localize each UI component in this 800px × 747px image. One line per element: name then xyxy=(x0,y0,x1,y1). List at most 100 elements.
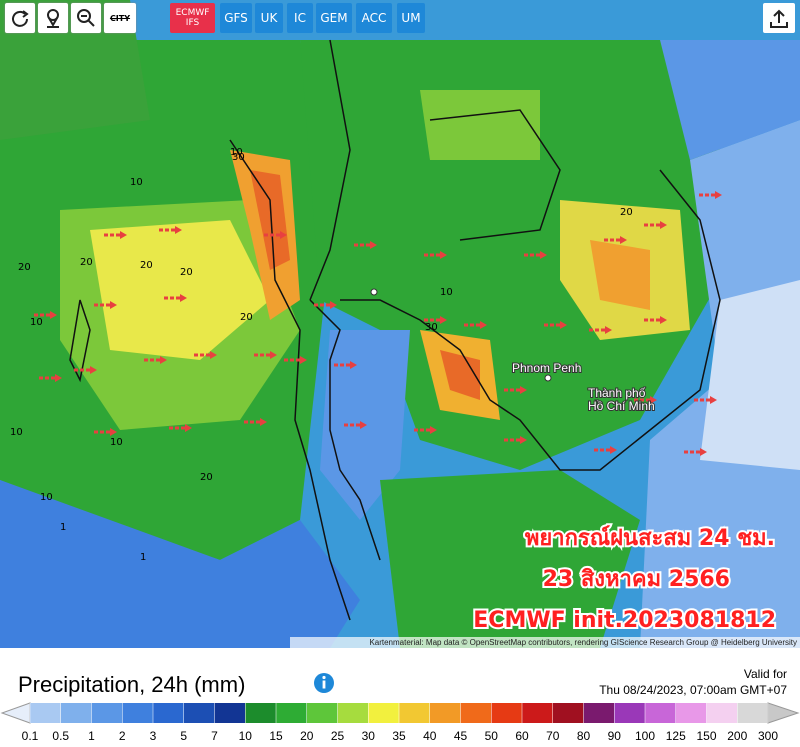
scale-label: 7 xyxy=(211,729,218,743)
wind-arrow-head xyxy=(540,251,547,259)
wind-arrow-head xyxy=(110,301,117,309)
contour-label: 20 xyxy=(200,472,213,483)
share-button[interactable] xyxy=(763,3,795,33)
attribution: Kartenmaterial: Map data © OpenStreetMap… xyxy=(369,638,797,647)
wind-arrow-head xyxy=(350,361,357,369)
model-button[interactable]: GFS xyxy=(220,3,252,33)
scale-label: 2 xyxy=(119,729,126,743)
scale-label: 15 xyxy=(269,729,283,743)
contour-label: 20 xyxy=(80,257,93,268)
location-button[interactable] xyxy=(38,3,68,33)
contour-label: 10 xyxy=(10,427,23,438)
scale-arrow-high xyxy=(767,702,800,724)
wind-arrow-head xyxy=(120,231,127,239)
scale-segment xyxy=(91,703,123,723)
legend-title: Precipitation, 24h (mm) xyxy=(18,672,245,697)
scale-segment xyxy=(429,703,461,723)
scale-segment xyxy=(583,703,615,723)
info-icon[interactable] xyxy=(314,673,334,693)
contour-label: 1 xyxy=(60,522,66,533)
scale-label: 5 xyxy=(180,729,187,743)
wind-arrow-head xyxy=(370,241,377,249)
scale-label: 1 xyxy=(88,729,95,743)
scale-label: 0.5 xyxy=(52,729,69,743)
contour-label: 10 xyxy=(440,287,453,298)
model-button[interactable]: ECMWF IFS xyxy=(170,3,215,33)
contour-label: 20 xyxy=(18,262,31,273)
wind-arrow-head xyxy=(440,251,447,259)
scale-segment xyxy=(276,703,307,723)
wind-arrow-head xyxy=(160,356,167,364)
wind-arrow-head xyxy=(430,426,437,434)
scale-label: 80 xyxy=(577,729,591,743)
overlay-text: 23 สิงหาคม 2566 xyxy=(543,567,730,592)
wind-arrow-head xyxy=(55,374,62,382)
contour-label: 30 xyxy=(232,152,245,163)
scale-label: 70 xyxy=(546,729,560,743)
contour-label: 1 xyxy=(140,552,146,563)
scale-label: 100 xyxy=(635,729,655,743)
rain-fields xyxy=(0,0,800,648)
model-button[interactable]: UK xyxy=(255,3,283,33)
scale-label: 200 xyxy=(727,729,747,743)
contour-label: 30 xyxy=(425,322,438,333)
scale-arrow-low xyxy=(0,702,31,724)
scale-label: 35 xyxy=(392,729,406,743)
scale-label: 45 xyxy=(454,729,468,743)
scale-segment xyxy=(306,703,338,723)
wind-arrow-head xyxy=(605,326,612,334)
contour-label: 20 xyxy=(140,260,153,271)
wind-arrow-head xyxy=(710,396,717,404)
model-button[interactable]: UM xyxy=(397,3,425,33)
model-button[interactable]: ACC xyxy=(356,3,392,33)
wind-arrow-head xyxy=(50,311,57,319)
wind-arrow-head xyxy=(715,191,722,199)
wind-arrow-head xyxy=(90,366,97,374)
scale-label: 25 xyxy=(331,729,345,743)
wind-arrow-head xyxy=(110,428,117,436)
scale-segment xyxy=(183,703,215,723)
scale-label: 150 xyxy=(696,729,716,743)
scale-segment xyxy=(399,703,430,723)
wind-arrow-head xyxy=(330,301,337,309)
scale-segment xyxy=(337,703,369,723)
scale-segment xyxy=(153,703,184,723)
scale-label: 10 xyxy=(239,729,253,743)
place-label: Hồ Chí Minh xyxy=(588,399,655,413)
scale-label: 90 xyxy=(608,729,622,743)
scale-segment xyxy=(645,703,676,723)
scale-segment xyxy=(552,703,584,723)
scale-segment xyxy=(614,703,645,723)
legend: Precipitation, 24h (mm) Valid for Thu 08… xyxy=(0,667,800,743)
contour-label: 10 xyxy=(30,317,43,328)
scale-segment xyxy=(675,703,707,723)
scale-segment xyxy=(460,703,492,723)
zoom-button[interactable] xyxy=(71,3,101,33)
wind-arrow-head xyxy=(520,436,527,444)
scale-label: 20 xyxy=(300,729,314,743)
overlay-text: ECMWF init.2023081812 xyxy=(473,608,776,633)
place-label: Phnom Penh xyxy=(512,361,581,375)
contour-label: 10 xyxy=(40,492,53,503)
wind-arrow-head xyxy=(210,351,217,359)
valid-label: Valid for xyxy=(744,667,787,681)
contour-label: 20 xyxy=(180,267,193,278)
scale-label: 125 xyxy=(666,729,686,743)
contour-label: 10 xyxy=(130,177,143,188)
scale-label: 3 xyxy=(150,729,157,743)
scale-segment xyxy=(368,703,399,723)
wind-arrow-head xyxy=(280,231,287,239)
scale-label: 50 xyxy=(485,729,499,743)
city-button[interactable]: CITY xyxy=(104,3,136,33)
wind-arrow-head xyxy=(260,418,267,426)
model-button[interactable]: GEM xyxy=(316,3,352,33)
scale-segment xyxy=(737,703,768,723)
scale-segment xyxy=(706,703,738,723)
refresh-button[interactable] xyxy=(5,3,35,33)
scale-label: 40 xyxy=(423,729,437,743)
wind-arrow-head xyxy=(440,316,447,324)
model-button[interactable]: IC xyxy=(287,3,313,33)
contour-label: 10 xyxy=(230,147,243,158)
